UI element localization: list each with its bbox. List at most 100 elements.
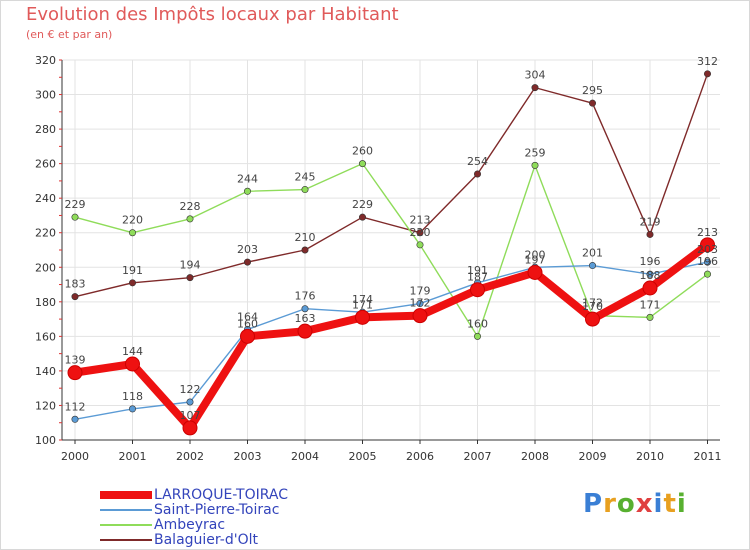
y-tick-label: 180: [35, 296, 56, 309]
data-point-ambeyrac: [703, 270, 711, 278]
data-point-larroque-toirac: [355, 309, 370, 325]
data-label-ambeyrac: 160: [467, 317, 488, 330]
legend-swatch: [100, 491, 152, 499]
data-point-larroque-toirac: [67, 365, 83, 381]
data-point-larroque-toirac: [585, 311, 600, 327]
data-point-balaguier-d-olt: [531, 84, 539, 92]
y-tick-label: 120: [35, 399, 56, 412]
data-label-larroque-toirac: 172: [410, 297, 431, 310]
data-point-balaguier-d-olt: [244, 258, 252, 266]
data-point-larroque-toirac: [182, 420, 198, 436]
data-point-saint-pierre-toirac: [646, 270, 654, 278]
data-label-ambeyrac: 229: [65, 198, 86, 211]
data-point-ambeyrac: [531, 161, 539, 169]
data-point-larroque-toirac: [642, 280, 658, 296]
data-point-balaguier-d-olt: [588, 99, 596, 107]
logo-letter: o: [616, 489, 636, 519]
data-point-ambeyrac: [358, 160, 366, 168]
data-label-larroque-toirac: 171: [352, 298, 373, 311]
series-line-larroque-toirac: [71, 240, 712, 432]
legend-swatch: [100, 539, 152, 541]
y-tick-label: 320: [35, 54, 56, 67]
data-label-balaguier-d-olt: 229: [352, 198, 373, 211]
data-label-larroque-toirac: 139: [65, 354, 86, 367]
data-label-balaguier-d-olt: 304: [525, 69, 546, 82]
x-tick-label: 2010: [636, 450, 664, 463]
data-point-ambeyrac: [129, 229, 137, 237]
logo-letter: t: [663, 489, 677, 519]
data-point-balaguier-d-olt: [71, 293, 79, 301]
data-point-ambeyrac: [473, 332, 481, 340]
data-label-balaguier-d-olt: 191: [122, 264, 143, 277]
data-label-balaguier-d-olt: 194: [180, 259, 201, 272]
data-label-larroque-toirac: 163: [295, 312, 316, 325]
logo-letter: i: [676, 489, 687, 519]
data-label-ambeyrac: 172: [582, 297, 603, 310]
data-point-ambeyrac: [186, 215, 194, 223]
data-label-ambeyrac: 220: [410, 226, 431, 239]
data-point-ambeyrac: [71, 213, 79, 221]
y-tick-label: 200: [35, 261, 56, 274]
x-tick-label: 2011: [694, 450, 722, 463]
data-label-larroque-toirac: 107: [180, 409, 201, 422]
legend-swatch: [100, 509, 152, 511]
data-label-ambeyrac: 259: [525, 146, 546, 159]
data-label-saint-pierre-toirac: 118: [122, 390, 143, 403]
data-point-saint-pierre-toirac: [129, 405, 137, 413]
data-label-ambeyrac: 260: [352, 145, 373, 158]
data-label-ambeyrac: 196: [697, 255, 718, 268]
data-label-saint-pierre-toirac: 174: [352, 293, 373, 306]
data-point-larroque-toirac: [470, 282, 485, 298]
data-label-saint-pierre-toirac: 201: [582, 247, 603, 260]
data-label-saint-pierre-toirac: 176: [295, 290, 316, 303]
data-point-larroque-toirac: [240, 328, 255, 344]
data-point-ambeyrac: [244, 187, 252, 195]
data-label-ambeyrac: 228: [180, 200, 201, 213]
data-label-ambeyrac: 245: [295, 171, 316, 184]
data-point-balaguier-d-olt: [129, 279, 137, 287]
y-tick-label: 260: [35, 158, 56, 171]
data-label-saint-pierre-toirac: 179: [410, 285, 431, 298]
logo-letter: x: [635, 489, 654, 519]
data-label-ambeyrac: 220: [122, 214, 143, 227]
logo-letter: i: [653, 489, 664, 519]
x-tick-label: 2005: [349, 450, 377, 463]
x-tick-label: 2004: [291, 450, 319, 463]
y-tick-label: 100: [35, 434, 56, 447]
y-tick-label: 160: [35, 330, 56, 343]
chart-title: Evolution des Impôts locaux par Habitant: [26, 4, 399, 25]
series-line-balaguier-d-olt: [74, 73, 709, 298]
data-label-ambeyrac: 171: [640, 298, 661, 311]
data-point-larroque-toirac: [527, 264, 543, 280]
logo-letter: P: [583, 489, 604, 519]
y-tick-label: 280: [35, 123, 56, 136]
data-label-saint-pierre-toirac: 196: [640, 255, 661, 268]
data-point-saint-pierre-toirac: [416, 300, 424, 308]
data-label-saint-pierre-toirac: 203: [697, 243, 718, 256]
data-label-saint-pierre-toirac: 122: [180, 383, 201, 396]
data-point-balaguier-d-olt: [301, 246, 309, 254]
data-label-larroque-toirac: 188: [640, 269, 661, 282]
legend-label: Ambeyrac: [154, 517, 226, 533]
data-point-balaguier-d-olt: [473, 170, 481, 178]
data-point-larroque-toirac: [412, 308, 428, 324]
data-point-saint-pierre-toirac: [301, 305, 309, 313]
x-tick-label: 2001: [119, 450, 147, 463]
data-point-saint-pierre-toirac: [703, 258, 711, 266]
data-label-larroque-toirac: 170: [582, 300, 603, 313]
legend-label: Balaguier-d'Olt: [154, 532, 258, 548]
data-label-larroque-toirac: 160: [237, 317, 258, 330]
x-tick-label: 2003: [234, 450, 262, 463]
data-point-saint-pierre-toirac: [588, 262, 596, 270]
data-label-balaguier-d-olt: 312: [697, 55, 718, 68]
data-label-ambeyrac: 244: [237, 172, 258, 185]
data-label-saint-pierre-toirac: 191: [467, 264, 488, 277]
y-tick-label: 140: [35, 365, 56, 378]
legend-swatch: [100, 524, 152, 526]
y-tick-label: 300: [35, 89, 56, 102]
legend-label: LARROQUE-TOIRAC: [154, 487, 289, 503]
data-label-larroque-toirac: 187: [467, 271, 488, 284]
legend-label: Saint-Pierre-Toirac: [154, 502, 280, 518]
data-label-balaguier-d-olt: 213: [410, 214, 431, 227]
